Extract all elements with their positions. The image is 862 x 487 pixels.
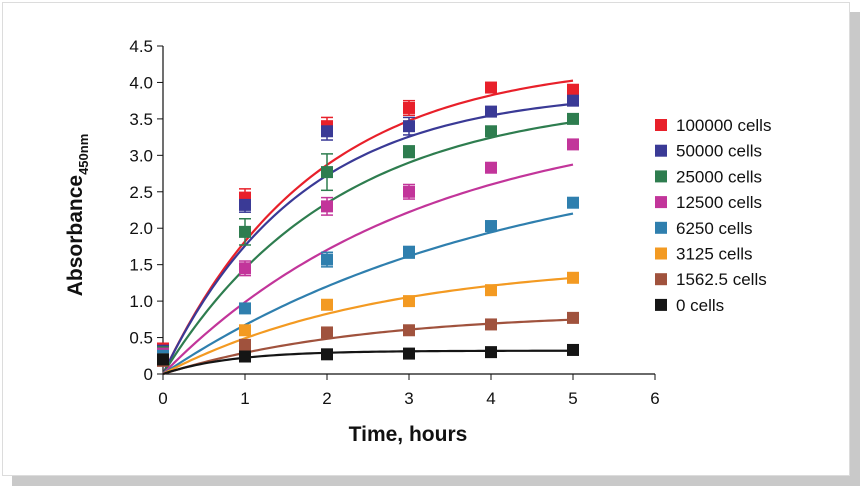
legend-swatch [655, 196, 667, 209]
y-axis-label-main: Absorbance [64, 175, 87, 296]
x-tick-label: 4 [486, 389, 495, 408]
data-point [485, 161, 497, 174]
x-tick-label: 5 [568, 389, 577, 408]
data-point [485, 318, 497, 331]
data-point [239, 262, 251, 275]
data-point [403, 347, 415, 360]
data-point [567, 94, 579, 107]
legend-swatch [655, 170, 667, 183]
data-point [485, 284, 497, 297]
data-point [321, 298, 333, 311]
data-point [321, 166, 333, 179]
data-point [567, 343, 579, 356]
x-tick-label: 2 [322, 389, 331, 408]
data-point [239, 324, 251, 337]
legend-label: 50000 cells [676, 142, 762, 161]
y-tick-label: 2.0 [129, 219, 153, 238]
data-point [485, 346, 497, 359]
legend-label: 100000 cells [676, 116, 771, 135]
data-point [239, 350, 251, 363]
legend-swatch [655, 247, 667, 260]
data-point [321, 326, 333, 339]
data-point [567, 196, 579, 209]
data-point [239, 198, 251, 211]
legend-label: 3125 cells [676, 245, 753, 264]
data-point [403, 246, 415, 259]
data-point [403, 120, 415, 133]
data-point [239, 338, 251, 351]
data-point [567, 271, 579, 284]
fit-curve [162, 163, 574, 375]
y-axis-label-subscript: 450nm [76, 134, 91, 175]
legend: 100000 cells 50000 cells 25000 cells 12500 … [655, 116, 771, 315]
fit-curve [162, 102, 574, 375]
fit-curve [162, 79, 574, 375]
data-point [321, 125, 333, 138]
x-tick-label: 1 [240, 389, 249, 408]
x-tick-label: 6 [650, 389, 659, 408]
y-tick-label: 4.0 [129, 73, 153, 92]
data-point [239, 225, 251, 238]
x-axis-label: Time, hours [349, 423, 468, 446]
figure-card [2, 2, 850, 476]
legend-label: 6250 cells [676, 219, 753, 238]
fit-curve [162, 121, 574, 375]
data-point [485, 81, 497, 94]
y-tick-label: 2.5 [129, 183, 153, 202]
data-point [485, 125, 497, 138]
legend-swatch [655, 119, 667, 131]
fit-curve [162, 349, 574, 376]
data-point [567, 112, 579, 125]
data-point [567, 138, 579, 151]
legend-label: 12500 cells [676, 193, 762, 212]
fit-curve [162, 212, 574, 375]
data-point [567, 311, 579, 324]
legend-label: 1562.5 cells [676, 270, 767, 289]
data-point [403, 101, 415, 114]
y-tick-label: 3.0 [129, 146, 153, 165]
legend-swatch [655, 144, 667, 157]
data-point [157, 353, 169, 366]
y-tick-label: 4.5 [129, 37, 153, 56]
legend-label: 0 cells [676, 296, 724, 315]
data-point [403, 295, 415, 308]
legend-label: 25000 cells [676, 167, 762, 186]
fit-curve [162, 318, 574, 376]
legend-swatch [655, 298, 667, 311]
fit-curve [162, 276, 574, 375]
data-points [157, 81, 579, 367]
data-point [485, 220, 497, 233]
y-axis-label: Absorbance450nm [64, 134, 91, 297]
data-point [321, 348, 333, 361]
legend-swatch [655, 273, 667, 286]
y-tick-label: 1.5 [129, 256, 153, 275]
legend-swatch [655, 221, 667, 234]
y-tick-label: 0 [144, 365, 153, 384]
fit-curves [162, 79, 574, 376]
x-tick-label: 0 [158, 389, 167, 408]
data-point [403, 324, 415, 337]
y-tick-label: 1.0 [129, 292, 153, 311]
data-point [567, 83, 579, 96]
y-tick-label: 3.5 [129, 110, 153, 129]
data-point [321, 200, 333, 213]
data-point [403, 185, 415, 198]
data-point [321, 253, 333, 266]
axes: 0 0.5 1.0 1.5 2.0 2.5 3.0 3.5 4.0 4.5 0 1 2 3 4 5 6 [129, 37, 659, 408]
data-point [239, 302, 251, 315]
y-tick-label: 0.5 [129, 329, 153, 348]
data-point [485, 105, 497, 118]
x-tick-label: 3 [404, 389, 413, 408]
data-point [403, 145, 415, 158]
